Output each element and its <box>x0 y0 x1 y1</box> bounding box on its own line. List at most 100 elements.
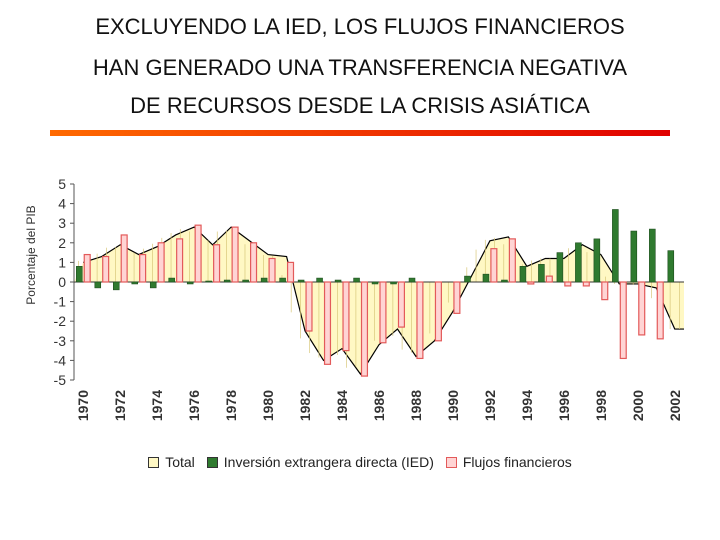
legend-swatch-flujos <box>445 456 457 468</box>
ied-bar-1977 <box>205 280 212 283</box>
x-tick-label-1970: 1970 <box>75 390 91 421</box>
flujos-bar-1997 <box>582 281 590 287</box>
ied-bar-1971 <box>94 281 102 289</box>
y-tick-label: 1 <box>58 254 66 270</box>
flujos-bar-1980 <box>268 257 276 283</box>
x-tick-label-1988: 1988 <box>408 390 424 421</box>
legend-label-flujos: Flujos financieros <box>462 454 572 470</box>
ied-bar-1995 <box>538 264 545 283</box>
flujos-bar-1981 <box>286 261 295 283</box>
y-tick-label: -3 <box>54 333 67 349</box>
x-tick-label-1994: 1994 <box>519 390 535 421</box>
ied-bar-1988 <box>408 277 416 283</box>
ied-bar-1970 <box>76 266 83 283</box>
legend-item-total: Total <box>148 454 195 470</box>
flujos-bar-1987 <box>397 281 406 328</box>
flujos-bar-1978 <box>231 226 239 283</box>
y-tick-label: -4 <box>54 352 67 368</box>
y-tick-label: 2 <box>58 235 66 251</box>
ied-bar-1984 <box>334 279 342 283</box>
ied-bar-1978 <box>223 279 231 283</box>
x-tick-label-1980: 1980 <box>260 390 276 421</box>
flujos-bar-1986 <box>379 281 387 344</box>
x-tick-label-1984: 1984 <box>334 390 350 421</box>
y-tick-label: 3 <box>58 215 66 231</box>
total-area <box>74 227 684 375</box>
ied-bar-1994 <box>519 266 527 283</box>
legend-label-ied: Inversión extrangera directa (IED) <box>223 454 434 470</box>
ied-bar-1973 <box>131 281 138 285</box>
y-tick-label: -1 <box>54 294 67 310</box>
ied-bar-1987 <box>390 281 397 285</box>
legend-swatch-ied <box>206 456 218 468</box>
x-tick-label-1978: 1978 <box>223 390 239 421</box>
flujos-bar-1988 <box>416 281 424 360</box>
y-tick-label: 5 <box>58 176 66 192</box>
flujos-bar-1998 <box>601 281 609 301</box>
flujos-bar-1990 <box>453 281 461 314</box>
ied-bar-2002 <box>667 250 675 283</box>
ied-bar-1983 <box>316 277 323 283</box>
legend-item-ied: Inversión extrangera directa (IED) <box>206 454 434 470</box>
x-tick-label-1974: 1974 <box>149 390 165 421</box>
x-tick-label-1990: 1990 <box>445 390 461 421</box>
flujos-bar-1983 <box>323 281 332 365</box>
ied-bar-1981 <box>279 277 286 283</box>
flujos-bar-1977 <box>213 244 221 283</box>
x-tick-label-2002: 2002 <box>667 390 683 421</box>
ied-bar-1980 <box>260 277 268 283</box>
ied-bar-1986 <box>371 281 379 285</box>
ied-bar-1999 <box>612 209 619 283</box>
flujos-bar-1972 <box>120 234 128 283</box>
flujos-bar-1970 <box>83 253 91 283</box>
flujos-bar-1971 <box>102 255 110 283</box>
ied-bar-2000 <box>630 230 638 283</box>
flujos-bar-1974 <box>157 242 165 283</box>
flujos-bar-2001 <box>656 281 664 340</box>
x-tick-label-1972: 1972 <box>112 390 128 421</box>
flujos-bar-2000 <box>638 281 646 336</box>
ied-bar-1976 <box>186 281 194 285</box>
x-tick-label-2000: 2000 <box>630 390 646 421</box>
page-title-line-1: EXCLUYENDO LA IED, LOS FLUJOS FINANCIERO… <box>95 14 625 39</box>
flujos-bar-1993 <box>508 238 516 283</box>
x-tick-label-1992: 1992 <box>482 390 498 421</box>
x-tick-label-1982: 1982 <box>297 390 313 421</box>
y-tick-label: 4 <box>58 196 66 212</box>
x-tick-label-1998: 1998 <box>593 390 609 421</box>
x-tick-label-1986: 1986 <box>371 390 387 421</box>
page-title-line-2: HAN GENERADO UNA TRANSFERENCIA NEGATIVA <box>92 55 628 80</box>
ied-bar-1997 <box>575 242 582 283</box>
flujos-bar-1976 <box>194 224 202 283</box>
flujos-bar-1973 <box>139 253 147 283</box>
legend-label-total: Total <box>165 454 195 470</box>
legend: Total Inversión extrangera directa (IED)… <box>0 454 720 470</box>
y-axis-label: Porcentaje del PIB <box>24 205 38 304</box>
x-tick-label-1976: 1976 <box>186 390 202 421</box>
ied-bar-1975 <box>168 277 175 283</box>
ied-bar-1991 <box>464 275 471 283</box>
flujos-bar-1979 <box>250 242 258 283</box>
flujos-bar-1994 <box>527 281 535 285</box>
y-tick-label: -5 <box>54 372 67 388</box>
total-line <box>83 226 684 376</box>
ied-bar-1998 <box>593 238 601 283</box>
ied-bar-1993 <box>501 279 508 283</box>
ied-bar-2001 <box>649 228 656 283</box>
flujos-bar-1985 <box>360 281 369 377</box>
flujos-bar-1992 <box>490 248 498 283</box>
legend-item-flujos: Flujos financieros <box>445 454 572 470</box>
flujos-bar-1982 <box>305 281 313 332</box>
flujos-bar-1975 <box>176 238 184 283</box>
legend-swatch-total <box>148 456 160 468</box>
flujos-bar-1996 <box>564 281 572 287</box>
page-title-line-3: DE RECURSOS DESDE LA CRISIS ASIÁTICA <box>130 93 590 118</box>
flujos-bar-1989 <box>434 281 442 342</box>
ied-bar-1972 <box>112 281 120 291</box>
ied-bar-1974 <box>149 281 157 289</box>
ied-bar-1979 <box>242 279 249 283</box>
y-tick-label: -2 <box>54 313 67 329</box>
chart: Porcentaje del PIB 5 4 3 2 1 0 -1 -2 -3 -4 -5 1970 1… <box>24 176 684 421</box>
title-accent-bar <box>50 130 670 136</box>
flujos-bar-1984 <box>342 281 350 352</box>
